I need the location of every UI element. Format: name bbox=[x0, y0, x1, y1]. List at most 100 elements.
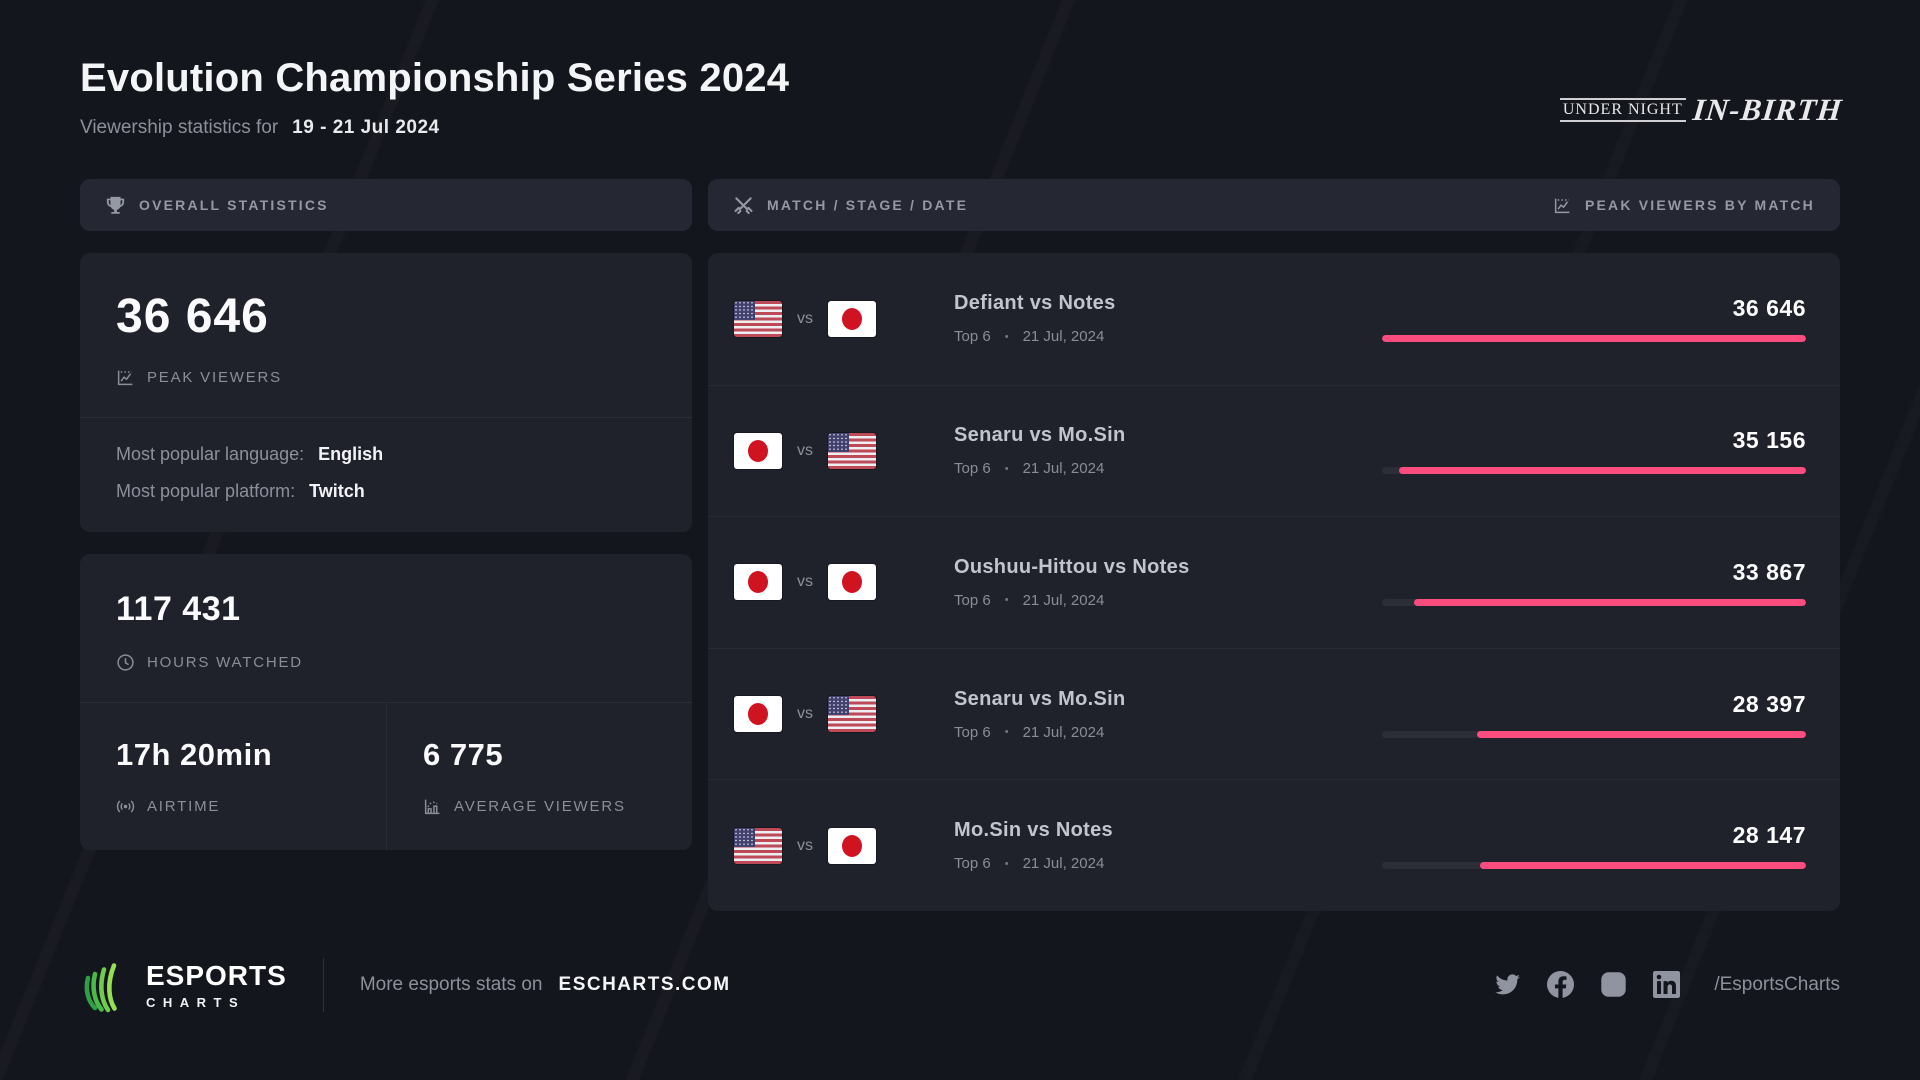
peak-bar-track bbox=[1382, 467, 1806, 475]
flag-1 bbox=[734, 827, 782, 864]
match-row[interactable]: vs Senaru vs Mo.Sin Top 6 • 21 Jul, 2024… bbox=[708, 647, 1840, 780]
vs-label: vs bbox=[797, 705, 813, 723]
trophy-icon bbox=[105, 195, 126, 216]
date-range: 19 - 21 Jul 2024 bbox=[292, 117, 440, 138]
popular-language-label: Most popular language: bbox=[116, 444, 305, 464]
popular-platform-value: Twitch bbox=[309, 481, 365, 501]
matches-header-title: MATCH / STAGE / DATE bbox=[767, 197, 969, 213]
vs-label: vs bbox=[797, 836, 813, 854]
social-handle: /EsportsCharts bbox=[1714, 973, 1840, 995]
match-stage: Top 6 bbox=[954, 328, 991, 346]
flag-1 bbox=[734, 696, 782, 733]
match-stage: Top 6 bbox=[954, 855, 991, 873]
airtime-cell: 17h 20min AIRTIME bbox=[80, 703, 386, 850]
peak-bar-track bbox=[1382, 598, 1806, 606]
match-date: 21 Jul, 2024 bbox=[1022, 855, 1105, 873]
bar-chart-icon bbox=[423, 797, 442, 816]
game-logo-under-night-in-birth: UNDER NIGHT IN-BIRTH bbox=[1559, 92, 1844, 128]
airtime-average-row: 17h 20min AIRTIME 6 775 bbox=[80, 703, 692, 850]
average-viewers-value: 6 775 bbox=[423, 737, 504, 772]
subtitle: Viewership statistics for 19 - 21 Jul 20… bbox=[80, 117, 1840, 139]
flag-2 bbox=[828, 827, 876, 864]
average-viewers-cell: 6 775 AVERAGE VIEWERS bbox=[386, 703, 692, 850]
brand-charts-text: CHARTS bbox=[146, 994, 246, 1010]
main-content: OVERALL STATISTICS 36 646 PEAK VIEWERS M… bbox=[80, 179, 1840, 911]
matches-column: MATCH / STAGE / DATE PEAK VIEWERS BY MAT… bbox=[708, 179, 1840, 911]
footer: ESPORTS CHARTS More esports stats on ESC… bbox=[80, 957, 1840, 1013]
peak-viewers-by-match-label: PEAK VIEWERS BY MATCH bbox=[1584, 197, 1815, 213]
match-flags: vs bbox=[734, 300, 920, 337]
match-flags: vs bbox=[734, 432, 920, 469]
divider bbox=[80, 702, 692, 703]
match-row[interactable]: vs Senaru vs Mo.Sin Top 6 • 21 Jul, 2024… bbox=[708, 384, 1840, 517]
peak-bar-fill bbox=[1399, 467, 1806, 475]
matches-header: MATCH / STAGE / DATE PEAK VIEWERS BY MAT… bbox=[708, 179, 1840, 231]
escharts-link[interactable]: ESCHARTS.COM bbox=[558, 973, 731, 995]
separator-dot: • bbox=[1004, 857, 1009, 870]
subtitle-prefix: Viewership statistics for bbox=[80, 117, 279, 138]
flag-2 bbox=[828, 432, 876, 469]
facebook-icon[interactable] bbox=[1547, 971, 1575, 999]
match-info: Oushuu-Hittou vs Notes Top 6 • 21 Jul, 2… bbox=[920, 556, 1382, 609]
flag-1 bbox=[734, 564, 782, 601]
match-title: Senaru vs Mo.Sin bbox=[954, 424, 1126, 447]
game-logo-top-text: UNDER NIGHT bbox=[1559, 98, 1686, 122]
match-title: Oushuu-Hittou vs Notes bbox=[954, 555, 1190, 578]
page-title: Evolution Championship Series 2024 bbox=[80, 56, 790, 100]
match-stage: Top 6 bbox=[954, 460, 991, 478]
flag-1 bbox=[734, 432, 782, 469]
broadcast-icon bbox=[116, 797, 135, 816]
linkedin-icon[interactable] bbox=[1653, 971, 1681, 999]
match-peak-block: 36 646 bbox=[1382, 295, 1806, 343]
match-peak-value: 35 156 bbox=[1732, 427, 1806, 454]
peak-bar-fill bbox=[1480, 862, 1806, 870]
match-title: Mo.Sin vs Notes bbox=[954, 819, 1113, 842]
popular-language-row: Most popular language: English bbox=[116, 444, 656, 465]
airtime-value: 17h 20min bbox=[116, 737, 273, 772]
twitter-icon[interactable] bbox=[1494, 971, 1521, 998]
peak-bar-track bbox=[1382, 862, 1806, 870]
airtime-label: AIRTIME bbox=[147, 798, 221, 815]
footer-social: /EsportsCharts bbox=[1494, 971, 1840, 999]
hours-watched-value: 117 431 bbox=[116, 590, 241, 628]
average-viewers-label: AVERAGE VIEWERS bbox=[454, 798, 626, 815]
separator-dot: • bbox=[1004, 462, 1009, 475]
match-row[interactable]: vs Oushuu-Hittou vs Notes Top 6 • 21 Jul… bbox=[708, 516, 1840, 648]
match-info: Defiant vs Notes Top 6 • 21 Jul, 2024 bbox=[920, 292, 1382, 345]
hours-watched-block: 117 431 HOURS WATCHED bbox=[80, 554, 692, 702]
peak-bar-track bbox=[1382, 730, 1806, 738]
peak-bar-fill bbox=[1382, 335, 1806, 343]
instagram-icon[interactable] bbox=[1600, 971, 1627, 998]
match-row[interactable]: vs Mo.Sin vs Notes Top 6 • 21 Jul, 2024 … bbox=[708, 779, 1840, 911]
match-date: 21 Jul, 2024 bbox=[1022, 591, 1105, 609]
peak-viewers-card: 36 646 PEAK VIEWERS Most popular languag… bbox=[80, 253, 692, 532]
overall-statistics-title: OVERALL STATISTICS bbox=[139, 197, 329, 213]
footer-text-prefix: More esports stats on bbox=[359, 973, 543, 995]
overall-statistics-column: OVERALL STATISTICS 36 646 PEAK VIEWERS M… bbox=[80, 179, 692, 911]
peak-bar-track bbox=[1382, 335, 1806, 343]
match-title: Defiant vs Notes bbox=[954, 292, 1116, 315]
match-peak-block: 28 147 bbox=[1382, 822, 1806, 870]
brand-esports-text: ESPORTS bbox=[146, 959, 287, 991]
popular-platform-label: Most popular platform: bbox=[116, 481, 296, 501]
match-info: Mo.Sin vs Notes Top 6 • 21 Jul, 2024 bbox=[920, 819, 1382, 872]
match-row[interactable]: vs Defiant vs Notes Top 6 • 21 Jul, 2024… bbox=[708, 253, 1840, 385]
match-peak-block: 33 867 bbox=[1382, 559, 1806, 606]
flag-2 bbox=[828, 696, 876, 733]
peak-viewers-value: 36 646 bbox=[116, 290, 269, 343]
match-info: Senaru vs Mo.Sin Top 6 • 21 Jul, 2024 bbox=[920, 688, 1382, 741]
crossed-swords-icon bbox=[733, 195, 754, 216]
vs-label: vs bbox=[797, 441, 813, 459]
game-logo-main-text: IN-BIRTH bbox=[1690, 92, 1844, 127]
esports-charts-logo-icon bbox=[80, 957, 132, 1013]
clock-icon bbox=[116, 653, 135, 672]
divider bbox=[80, 417, 692, 418]
match-flags: vs bbox=[734, 827, 920, 864]
match-peak-block: 35 156 bbox=[1382, 427, 1806, 475]
footer-text: More esports stats on ESCHARTS.COM bbox=[360, 974, 731, 996]
line-chart-icon bbox=[116, 368, 135, 387]
peak-viewers-block: 36 646 PEAK VIEWERS bbox=[80, 253, 692, 417]
separator-dot: • bbox=[1004, 726, 1009, 739]
footer-divider bbox=[322, 957, 324, 1012]
popular-platform-row: Most popular platform: Twitch bbox=[116, 481, 656, 502]
